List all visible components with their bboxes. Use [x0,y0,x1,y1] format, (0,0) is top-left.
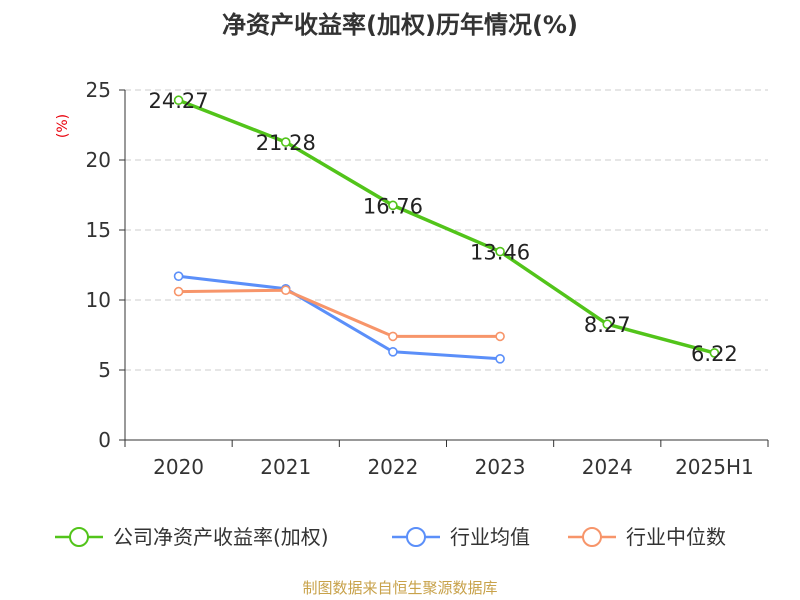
series-point [280,285,291,296]
series-point [495,353,505,364]
series-point [173,271,184,282]
series-point [173,95,184,106]
series-layer [173,95,720,364]
series-point [388,346,398,357]
legend-swatch-marker [406,527,426,547]
x-tick-label: 2024 [582,455,633,479]
series-point [173,286,184,297]
series-point [388,200,398,211]
series-line [177,274,502,361]
data-label: 16.76 [363,194,423,218]
legend: 公司净资产收益率(加权) 行业均值 行业中位数 [55,525,726,549]
y-axis-label: (%) [55,114,71,138]
series-line [176,98,717,355]
axes: 0 5 10 15 20 25 2020 2021 2022 2023 2024 2025H1 [86,78,769,479]
y-tick-label: 15 [86,218,111,242]
source-note: 制图数据来自恒生聚源数据库 [302,579,497,597]
series-point [602,319,613,330]
data-label: 24.27 [149,89,209,113]
chart-title: 净资产收益率(加权)历年情况(%) [222,11,578,39]
y-tick-label: 25 [86,78,111,102]
data-label: 13.46 [470,241,530,265]
y-tick-label: 20 [86,148,111,172]
x-tick-label: 2020 [153,455,204,479]
x-tick-label: 2021 [260,455,311,479]
series-point [388,331,398,342]
series-point [280,137,291,147]
legend-label: 公司净资产收益率(加权) [113,525,329,549]
data-label: 21.28 [256,131,316,155]
y-tick-label: 10 [86,288,111,312]
legend-swatch-marker [582,527,602,547]
legend-label: 行业均值 [450,525,530,549]
y-tick-label: 5 [98,358,111,382]
data-label: 8.27 [584,313,631,337]
legend-label: 行业中位数 [626,525,726,549]
series-point [495,246,505,257]
series-line [177,288,502,338]
series-point [709,348,720,358]
x-tick-label: 2023 [475,455,526,479]
y-tick-label: 0 [98,428,111,452]
data-label: 6.22 [691,342,738,366]
x-tick-label: 2025H1 [675,455,754,479]
data-labels: 24.27 21.28 16.76 13.46 8.27 6.22 [149,89,738,366]
legend-swatch-marker [69,527,89,547]
series-point [495,331,505,342]
x-tick-label: 2022 [367,455,418,479]
